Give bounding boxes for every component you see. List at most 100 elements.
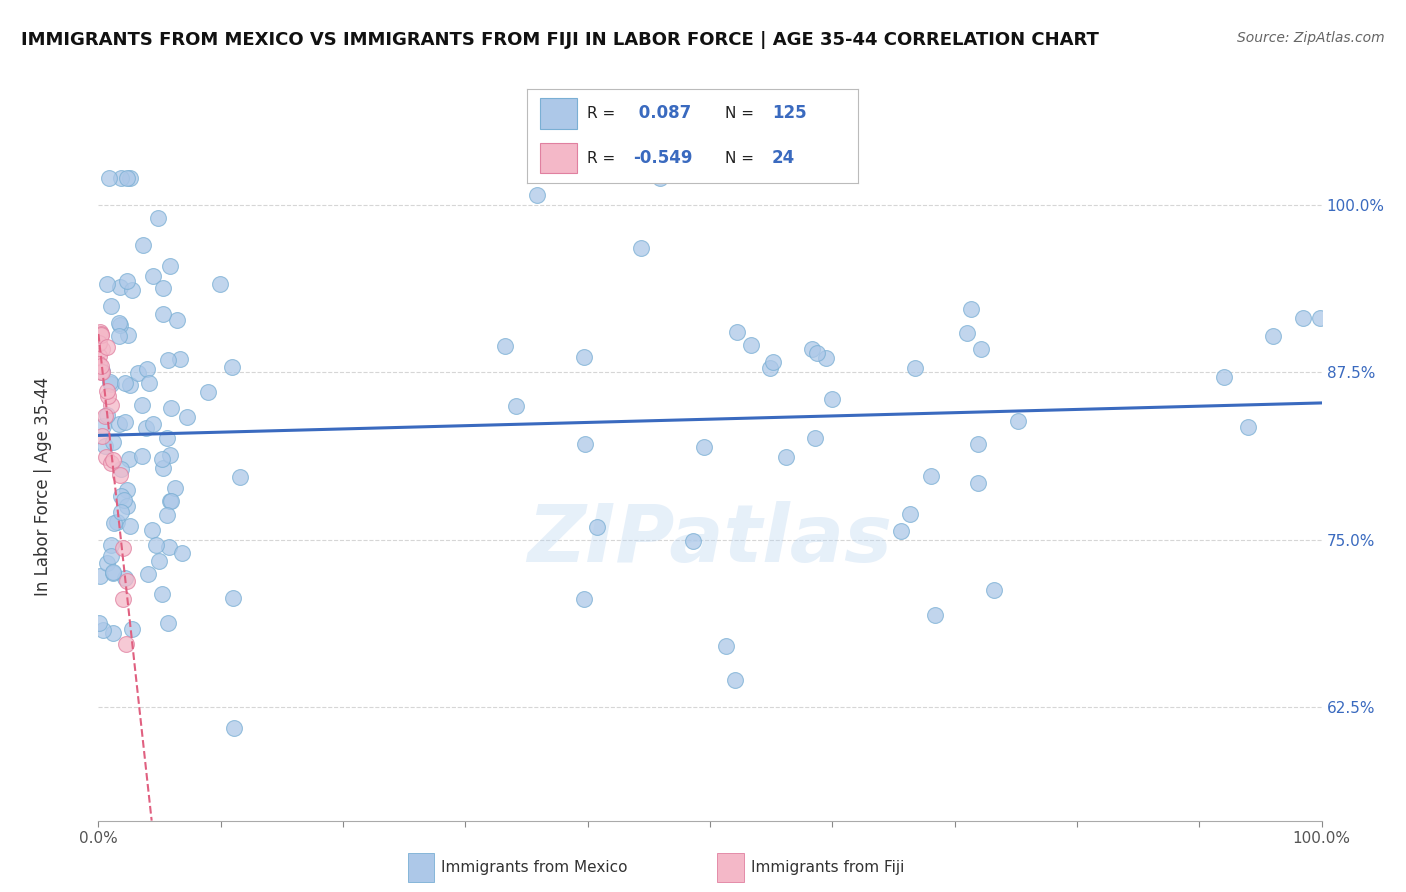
Point (209, 277, 232, 292)
Point (801, 342, 824, 356)
Bar (540, 143, 576, 173)
Point (157, 352, 180, 367)
Point (117, 328, 139, 343)
Point (90, 364, 112, 378)
Point (924, 607, 946, 622)
Point (108, 467, 131, 482)
Point (1261, 328, 1284, 343)
Point (1007, 414, 1029, 428)
Point (152, 452, 174, 467)
Point (115, 171, 138, 186)
Point (105, 515, 128, 529)
Point (97, 389, 120, 403)
Point (890, 524, 912, 539)
Point (90, 327, 112, 342)
Point (121, 622, 143, 636)
Point (103, 516, 125, 530)
Point (1212, 370, 1234, 384)
Point (693, 440, 716, 454)
Point (110, 462, 132, 476)
Point (197, 384, 219, 399)
Point (159, 448, 181, 462)
Text: ZIPatlas: ZIPatlas (527, 500, 893, 579)
Point (136, 566, 159, 581)
Point (156, 508, 179, 523)
Point (96, 450, 118, 464)
Point (759, 361, 782, 376)
Point (110, 489, 132, 503)
Point (93, 439, 115, 453)
Point (135, 362, 157, 376)
Point (983, 583, 1005, 598)
Point (103, 565, 125, 579)
Point (112, 493, 135, 508)
Point (91, 623, 114, 637)
Point (586, 520, 609, 534)
Point (107, 417, 129, 432)
Point (176, 410, 198, 425)
Point (138, 376, 160, 390)
Point (132, 237, 155, 252)
Point (107, 329, 129, 343)
Point (160, 494, 183, 508)
Point (100, 538, 122, 552)
Text: Source: ZipAtlas.com: Source: ZipAtlas.com (1237, 31, 1385, 45)
Point (165, 481, 187, 495)
Point (166, 312, 188, 326)
Point (152, 281, 174, 295)
Point (89, 325, 111, 339)
Point (650, 171, 672, 186)
Text: N =: N = (725, 151, 755, 166)
Point (89, 616, 111, 631)
Point (110, 505, 132, 519)
Point (100, 299, 122, 313)
Point (960, 302, 983, 317)
Point (118, 171, 141, 186)
Point (110, 171, 132, 186)
Y-axis label: In Labor Force | Age 35-44: In Labor Force | Age 35-44 (34, 376, 52, 596)
Text: R =: R = (586, 151, 614, 166)
Point (159, 494, 181, 508)
Point (96, 409, 118, 423)
Point (100, 456, 122, 470)
Point (112, 541, 135, 556)
Point (108, 279, 131, 293)
Point (1309, 310, 1331, 325)
Point (89, 357, 111, 371)
Point (101, 566, 124, 581)
Point (157, 616, 180, 631)
Point (572, 591, 595, 606)
Point (145, 538, 167, 552)
Point (148, 554, 170, 568)
Point (117, 274, 139, 288)
Point (806, 345, 828, 359)
Point (131, 398, 153, 412)
Point (101, 435, 124, 450)
Point (574, 437, 596, 451)
Point (94, 409, 117, 423)
Point (101, 453, 124, 467)
Bar (717, 854, 744, 881)
Point (91, 419, 114, 434)
Text: 125: 125 (772, 104, 807, 122)
Text: Immigrants from Mexico: Immigrants from Mexico (441, 860, 628, 875)
Point (111, 591, 134, 606)
Point (170, 546, 193, 560)
Point (142, 268, 165, 283)
Point (103, 625, 125, 640)
Point (169, 351, 191, 366)
Point (121, 283, 143, 297)
Text: 24: 24 (772, 149, 794, 167)
Point (114, 637, 136, 651)
Point (118, 451, 141, 466)
Text: Immigrants from Fiji: Immigrants from Fiji (751, 860, 904, 875)
Point (135, 421, 157, 435)
Text: IMMIGRANTS FROM MEXICO VS IMMIGRANTS FROM FIJI IN LABOR FORCE | AGE 35-44 CORREL: IMMIGRANTS FROM MEXICO VS IMMIGRANTS FRO… (21, 31, 1099, 49)
Point (97, 171, 120, 186)
Point (526, 188, 548, 202)
Point (157, 540, 180, 554)
Point (115, 483, 138, 498)
Point (91, 365, 114, 379)
Point (682, 534, 704, 549)
Point (120, 377, 142, 392)
